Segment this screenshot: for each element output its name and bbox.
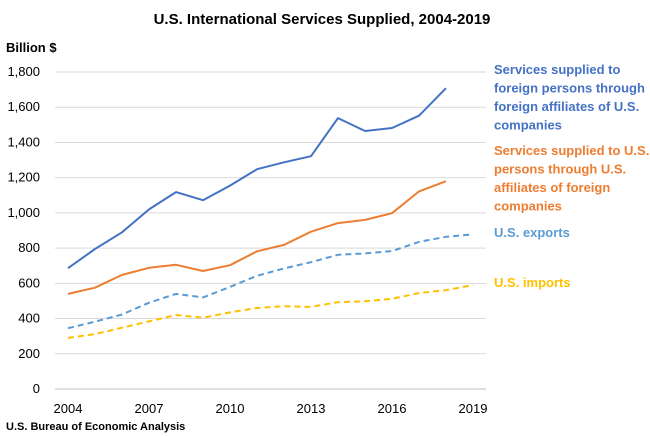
x-tick-label: 2007: [135, 401, 164, 416]
series-lines: [67, 87, 474, 339]
y-tick-label: 1,600: [7, 99, 40, 114]
series-line: [67, 180, 447, 295]
y-tick-label: 600: [18, 275, 40, 290]
x-tick-label: 2019: [459, 401, 488, 416]
x-tick-label: 2004: [54, 401, 83, 416]
y-tick-label: 400: [18, 311, 40, 326]
gridlines: [55, 71, 486, 390]
y-tick-label: 1,800: [7, 64, 40, 79]
legend-entry: U.S. imports: [494, 275, 571, 290]
legend: Services supplied to foreign persons thro…: [494, 62, 649, 290]
y-axis-unit-label: Billion $: [6, 40, 57, 55]
y-tick-label: 1,200: [7, 170, 40, 185]
series-line: [67, 87, 447, 270]
chart-title: U.S. International Services Supplied, 20…: [154, 11, 491, 28]
legend-entry: U.S. exports: [494, 225, 570, 240]
series-line: [67, 233, 474, 330]
x-tick-label: 2010: [216, 401, 245, 416]
x-axis-ticks: 2004 2007 2010 2013 2016 2019: [54, 401, 488, 416]
legend-entry: Services supplied to foreign persons thro…: [494, 62, 645, 133]
y-tick-label: 800: [18, 240, 40, 255]
y-tick-label: 1,400: [7, 134, 40, 149]
x-tick-label: 2016: [378, 401, 407, 416]
y-tick-label: 1,000: [7, 205, 40, 220]
y-tick-label: 0: [33, 381, 40, 396]
source-note: U.S. Bureau of Economic Analysis: [6, 421, 185, 433]
y-tick-label: 200: [18, 346, 40, 361]
series-line: [67, 284, 474, 339]
y-axis-ticks: 0 200 400 600 800 1,000 1,200 1,400 1,600 1,800: [7, 64, 40, 396]
x-tick-label: 2013: [297, 401, 326, 416]
legend-entry: Services supplied to U.S. persons through…: [494, 143, 649, 214]
